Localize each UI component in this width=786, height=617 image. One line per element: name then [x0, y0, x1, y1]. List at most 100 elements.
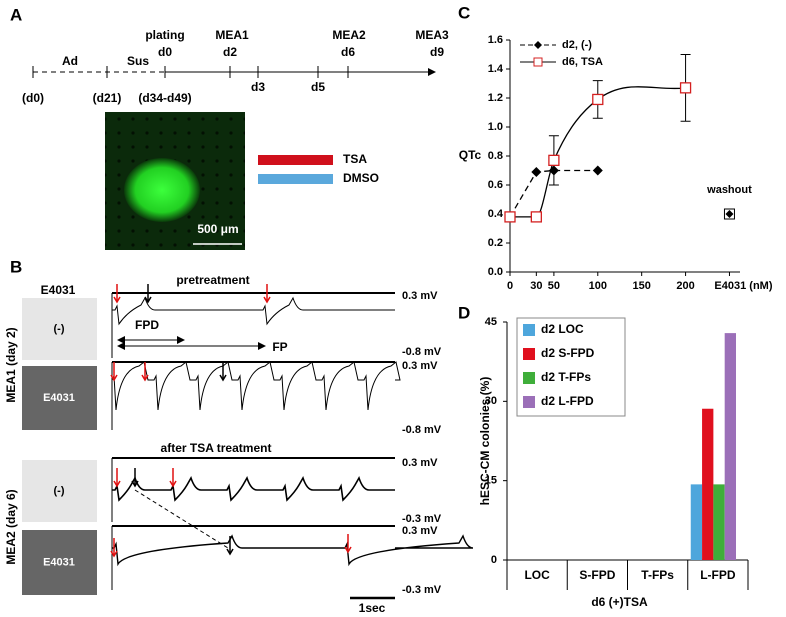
x-tick-label: 0 — [507, 280, 513, 292]
section-title: pretreatment — [176, 273, 249, 287]
panel-label: A — [10, 5, 22, 24]
panel-label: B — [10, 257, 22, 276]
timeline-label: MEA3 — [415, 28, 449, 42]
row-label: E4031 — [43, 556, 75, 568]
y-tick-label: 1.4 — [488, 63, 504, 75]
legend-marker — [534, 41, 542, 49]
bar — [690, 484, 703, 560]
voltage-label: 0.3 mV — [402, 290, 438, 302]
annotation: FP — [272, 340, 287, 354]
voltage-label: -0.3 mV — [402, 584, 442, 596]
colony — [124, 158, 200, 222]
y-tick-label: 0.2 — [488, 237, 503, 249]
series-line — [509, 169, 598, 218]
voltage-label: -0.8 mV — [402, 346, 442, 358]
y-tick-label: 1.2 — [488, 92, 503, 104]
annotation: washout — [706, 184, 752, 196]
voltage-label: 0.3 mV — [402, 457, 438, 469]
row-label: (-) — [54, 485, 65, 497]
scale-label: 1sec — [359, 601, 386, 615]
timeline-label: d3 — [251, 80, 265, 94]
legend-label: d2, (-) — [562, 39, 592, 51]
timeline-label: d5 — [311, 80, 325, 94]
trace — [112, 476, 395, 502]
data-point — [592, 165, 603, 176]
y-tick-label: 45 — [485, 316, 497, 328]
annotation: FPD — [135, 318, 159, 332]
legend-label: DMSO — [343, 171, 379, 185]
timeline-label: Ad — [62, 54, 78, 68]
timeline-label: plating — [145, 28, 184, 42]
x-tick-label: T-FPs — [641, 568, 674, 582]
x-axis-label: d6 (+)TSA — [591, 595, 648, 609]
row-box — [22, 530, 97, 595]
dmso-bar — [258, 174, 333, 184]
bar — [713, 484, 725, 560]
event-arrow-head — [110, 374, 118, 382]
timeline-label: (d34-d49) — [138, 91, 191, 105]
legend-swatch — [523, 324, 535, 336]
trace — [112, 534, 474, 567]
y-tick-label: 15 — [485, 475, 497, 487]
tsa-bar — [258, 155, 333, 165]
legend-label: d2 LOC — [541, 322, 584, 336]
legend-marker — [533, 57, 543, 67]
x-tick-label: 100 — [589, 280, 607, 292]
legend-swatch — [523, 348, 535, 360]
y-tick-label: 0.0 — [488, 266, 503, 278]
trace — [111, 361, 401, 411]
panel-label: C — [458, 3, 470, 22]
x-tick-label: 30 — [530, 280, 542, 292]
bar — [702, 408, 714, 560]
data-point — [530, 211, 542, 223]
y-tick-label: 0.4 — [488, 208, 504, 220]
row-label: (-) — [54, 323, 65, 335]
x-tick-label: 200 — [676, 280, 694, 292]
event-arrow-head — [344, 546, 352, 554]
column-header: E4031 — [41, 283, 76, 297]
legend-swatch — [523, 372, 535, 384]
x-tick-label: 50 — [548, 280, 560, 292]
y-tick-label: 30 — [485, 395, 497, 407]
voltage-label: 0.3 mV — [402, 360, 438, 372]
data-point — [548, 154, 560, 167]
x-tick-label: LOC — [524, 568, 550, 582]
x-tick-label: L-FPD — [700, 568, 736, 582]
legend-swatch — [523, 396, 535, 408]
event-arrow-head — [110, 550, 118, 558]
row-label: E4031 — [43, 392, 75, 404]
timeline-label: d2 — [223, 45, 237, 59]
section-title: after TSA treatment — [161, 441, 272, 455]
y-axis-label: hESC-CM colonies (%) — [478, 377, 492, 506]
event-arrow-head — [141, 374, 149, 382]
group-label: MEA1 (day 2) — [4, 327, 18, 402]
y-tick-label: 0.8 — [488, 150, 503, 162]
timeline-label: (d0) — [22, 91, 44, 105]
row-box — [22, 298, 97, 360]
data-point — [725, 210, 734, 218]
trace — [112, 296, 395, 326]
y-tick-label: 1.0 — [488, 121, 503, 133]
data-point — [592, 93, 604, 106]
x-tick-label: 150 — [632, 280, 650, 292]
legend-label: d2 T-FPs — [541, 370, 591, 384]
voltage-label: -0.8 mV — [402, 424, 442, 436]
timeline-label: d9 — [430, 45, 444, 59]
legend-label: TSA — [343, 152, 367, 166]
panel-label: D — [458, 303, 470, 322]
x-tick-label: S-FPD — [579, 568, 615, 582]
timeline-label: MEA2 — [332, 28, 366, 42]
timeline-label: (d21) — [93, 91, 122, 105]
event-arrow-head — [113, 480, 121, 488]
data-point — [531, 166, 542, 177]
legend-label: d2 S-FPD — [541, 346, 595, 360]
y-tick-label: 0 — [491, 554, 497, 566]
voltage-label: 0.3 mV — [402, 525, 438, 537]
event-arrow-head — [169, 480, 177, 488]
y-tick-label: 1.6 — [488, 34, 503, 46]
event-arrow-head — [226, 548, 234, 556]
group-label: MEA2 (day 6) — [4, 489, 18, 564]
row-box — [22, 366, 97, 430]
